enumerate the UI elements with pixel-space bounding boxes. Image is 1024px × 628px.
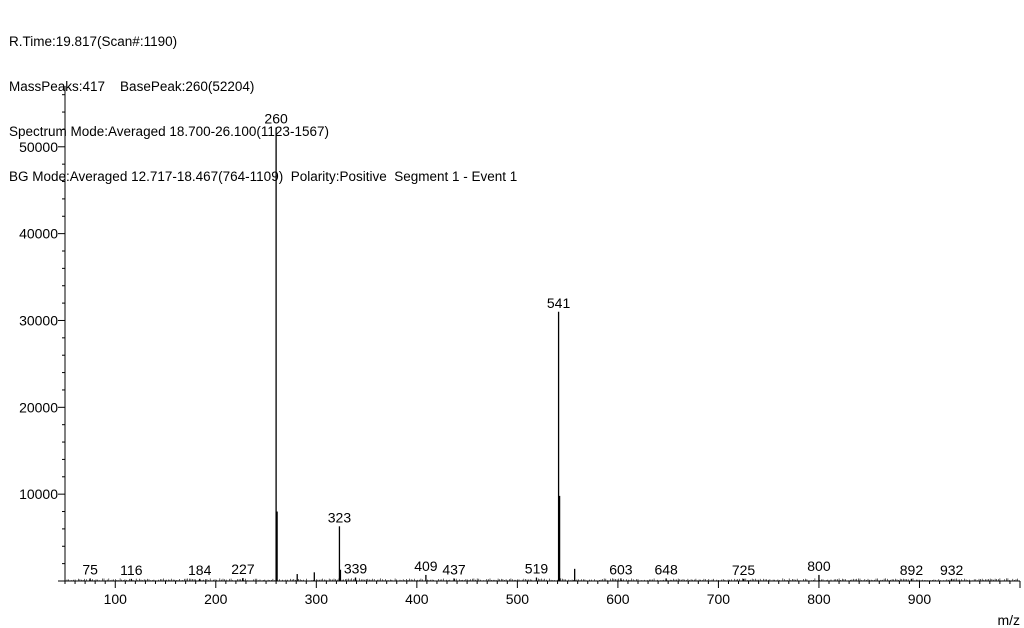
x-axis-label: m/z — [997, 612, 1020, 628]
y-tick-label: 40000 — [19, 226, 58, 242]
header-spectrum-mode: Spectrum Mode:Averaged 18.700-26.100(112… — [9, 124, 329, 139]
peak-label: 932 — [940, 562, 964, 578]
header-masspeaks: MassPeaks:417 BasePeak:260(52204) — [9, 79, 255, 94]
peak-label: 323 — [328, 509, 352, 525]
peak-label: 892 — [900, 562, 924, 578]
x-tick-label: 500 — [506, 591, 530, 607]
y-tick-label: 50000 — [19, 139, 58, 155]
peak-label: 648 — [654, 561, 678, 577]
x-tick-label: 100 — [104, 591, 128, 607]
header-bg-mode: BG Mode:Averaged 12.717-18.467(764-1109)… — [9, 169, 518, 184]
spectrum-header: R.Time:19.817(Scan#:1190) MassPeaks:417 … — [9, 4, 517, 199]
peak-label: 184 — [188, 562, 212, 578]
x-tick-label: 300 — [305, 591, 329, 607]
y-tick-label: 10000 — [19, 486, 58, 502]
peak-label: 725 — [732, 562, 756, 578]
peak-label: 800 — [807, 558, 831, 574]
x-tick-label: 400 — [405, 591, 429, 607]
peak-label: 116 — [120, 562, 143, 578]
peak-label: 603 — [609, 561, 633, 577]
y-tick-label: 20000 — [19, 399, 58, 415]
x-tick-label: 800 — [807, 591, 831, 607]
peak-label: 339 — [344, 561, 368, 577]
x-tick-label: 900 — [908, 591, 932, 607]
x-tick-label: 200 — [204, 591, 228, 607]
x-tick-label: 600 — [606, 591, 630, 607]
axes: 100 200 300 400 500 600 700 800 900 10000 20000 300… — [19, 86, 1021, 607]
peak-label: 437 — [442, 561, 466, 577]
y-tick-label: 30000 — [19, 312, 58, 328]
peak-label: 227 — [231, 561, 255, 577]
peak-label: 541 — [547, 295, 571, 311]
header-rtime: R.Time:19.817(Scan#:1190) — [9, 34, 178, 49]
peak-labels: 75 116 184 227 260 323 339 409 437 519 541 603 648 72… — [82, 111, 963, 578]
peak-label: 409 — [414, 558, 438, 574]
peaks — [89, 127, 953, 581]
peak-label: 75 — [82, 561, 98, 577]
peak-label: 519 — [525, 561, 549, 577]
peak-label: 260 — [264, 111, 288, 127]
x-tick-label: 700 — [707, 591, 731, 607]
